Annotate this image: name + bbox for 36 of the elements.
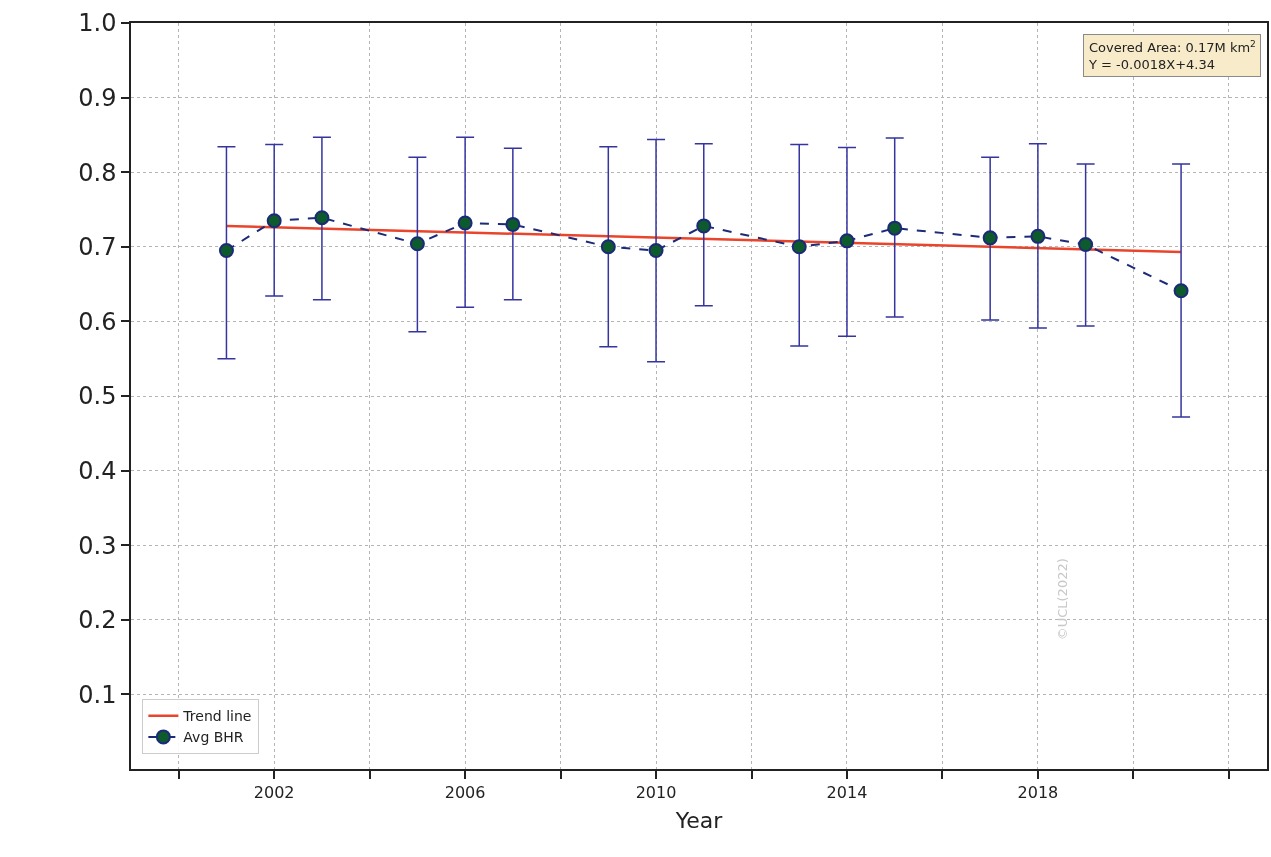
point [839,233,855,249]
point [1078,237,1094,253]
legend-label: Trend line [182,708,252,725]
point [887,220,903,236]
point [600,239,616,255]
point [1173,283,1189,299]
point [314,210,330,226]
y-tick-label: 0.9 [78,84,117,112]
point [982,230,998,246]
x-tick-label: 2006 [444,782,486,802]
point [457,215,473,231]
point [266,213,282,229]
annotation: Y = -0.0018X+4.34 [1088,57,1216,73]
point [505,216,521,232]
y-tick-label: 0.8 [78,158,117,187]
x-tick-label: 2002 [253,782,295,802]
x-axis-title: Year [674,808,724,834]
x-tick-label: 2014 [826,782,868,802]
y-tick-label: 0.2 [78,606,117,635]
point [791,239,807,255]
annotation: Covered Area: 0.17M km$^{2}$ [1089,39,1256,56]
point [648,243,664,259]
x-tick-label: 2010 [635,782,677,802]
y-tick-label: 1.0 [78,9,117,38]
y-tick-label: 0.4 [78,457,117,485]
point [409,236,425,252]
point [696,218,712,234]
point [1030,228,1046,244]
x-tick-label: 2018 [1017,782,1059,802]
y-tick-label: 0.3 [78,531,117,560]
point [218,243,234,259]
y-tick-label: 0.7 [78,233,117,262]
legend-label: Avg BHR [183,729,244,746]
y-tick-label: 0.6 [78,307,117,336]
y-tick-label: 0.1 [78,680,117,709]
y-tick-label: 0.5 [78,382,117,411]
